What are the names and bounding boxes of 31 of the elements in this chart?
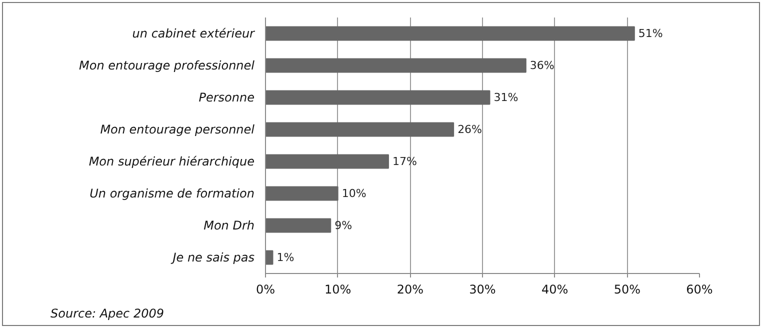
data-label: 26% (458, 123, 482, 136)
data-label: 31% (494, 91, 518, 104)
bar (266, 26, 635, 41)
data-label: 1% (276, 251, 294, 264)
data-label: 9% (334, 219, 352, 232)
x-tick-label: 50% (614, 282, 641, 296)
bar (266, 154, 389, 169)
data-label: 36% (530, 59, 554, 72)
x-tick-label: 30% (469, 282, 496, 296)
bar (266, 90, 490, 105)
bar (266, 122, 454, 137)
x-tick-label: 40% (541, 282, 568, 296)
data-label: 51% (638, 27, 663, 40)
y-tick-label: Mon Drh (204, 218, 255, 232)
y-tick-label: Personne (198, 90, 255, 104)
y-tick-label: Mon entourage professionnel (79, 58, 256, 72)
x-tick-label: 10% (324, 282, 352, 296)
y-tick-label: Mon entourage personnel (100, 122, 256, 136)
bar (266, 186, 338, 201)
x-tick-label: 60% (686, 282, 713, 296)
bar (266, 218, 332, 233)
y-tick-label: un cabinet extérieur (132, 26, 256, 40)
source-note: Source: Apec 2009 (50, 306, 164, 320)
bar (266, 58, 526, 73)
y-tick-label: Je ne sais pas (170, 250, 255, 264)
y-tick-label: Mon supérieur hiérarchique (88, 154, 255, 168)
x-tick-label: 20% (396, 282, 424, 296)
data-label: 10% (342, 187, 366, 200)
y-tick-label: Un organisme de formation (90, 186, 255, 200)
data-label: 17% (392, 155, 417, 168)
x-tick-label: 0% (256, 282, 276, 296)
